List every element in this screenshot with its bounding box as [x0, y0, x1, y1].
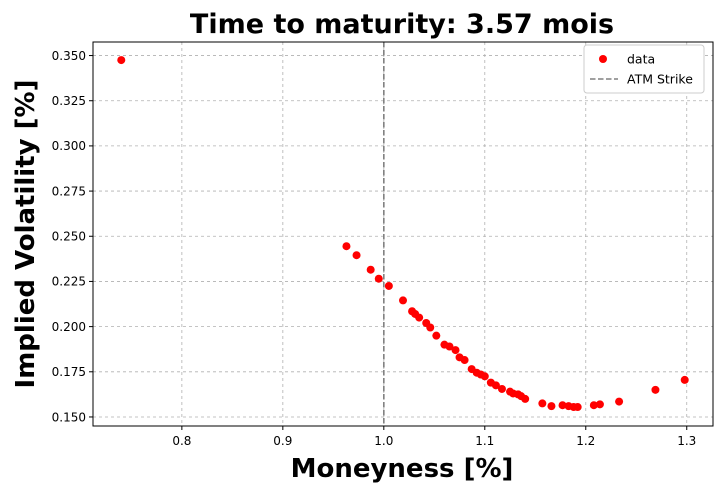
x-axis-label: Moneyness [%] — [291, 454, 514, 484]
data-point — [491, 381, 500, 390]
plot-frame — [92, 41, 714, 427]
data-point — [426, 323, 435, 332]
data-point — [680, 375, 689, 384]
data-point — [451, 346, 460, 355]
y-tick-label: 0.275 — [52, 184, 86, 198]
x-tick-label: 0.8 — [172, 434, 191, 448]
data-point — [366, 265, 375, 274]
legend-marker-data — [599, 55, 607, 63]
y-tick-label: 0.350 — [52, 49, 86, 63]
data-point — [342, 242, 351, 251]
data-point — [399, 296, 407, 305]
scatter-points — [117, 56, 689, 412]
data-point — [589, 401, 598, 410]
y-tick-label: 0.300 — [52, 139, 86, 153]
data-point — [374, 274, 383, 283]
chart-title: Time to maturity: 3.57 mois — [190, 9, 614, 40]
y-tick-label: 0.325 — [52, 94, 86, 108]
y-tick-label: 0.175 — [52, 365, 86, 379]
data-point — [547, 402, 556, 411]
data-point — [595, 400, 604, 409]
x-tick-label: 0.9 — [273, 434, 292, 448]
data-point — [573, 403, 582, 412]
data-point — [651, 385, 660, 394]
data-point — [352, 251, 361, 260]
data-point — [521, 394, 530, 403]
legend: data ATM Strike — [583, 44, 705, 94]
x-tick-label: 1.2 — [576, 434, 595, 448]
data-point — [460, 356, 469, 365]
y-tick-label: 0.250 — [52, 230, 86, 244]
y-axis-label: Implied Volatility [%] — [11, 80, 41, 389]
data-point — [432, 331, 441, 340]
data-point — [415, 313, 424, 322]
legend-label-data: data — [627, 52, 655, 67]
data-point — [445, 342, 454, 351]
x-tick-label: 1.0 — [374, 434, 393, 448]
data-point — [384, 281, 393, 290]
data-point — [558, 401, 567, 410]
y-tick-label: 0.150 — [52, 410, 86, 424]
data-point — [615, 397, 624, 406]
y-tick-label: 0.225 — [52, 275, 86, 289]
data-point — [117, 56, 126, 65]
y-tick-label: 0.200 — [52, 320, 86, 334]
legend-label-atm-strike: ATM Strike — [627, 72, 693, 87]
data-point — [480, 372, 489, 381]
x-tick-label: 1.3 — [677, 434, 696, 448]
legend-box — [583, 44, 705, 94]
data-point — [538, 399, 547, 408]
y-axis-ticks: 0.150 0.175 0.200 0.225 0.250 0.275 0.300 0.325… — [52, 49, 93, 424]
x-axis-ticks: 0.8 0.9 1.0 1.1 1.2 1.3 — [172, 426, 696, 448]
x-tick-label: 1.1 — [475, 434, 494, 448]
data-point — [497, 384, 506, 393]
grid — [93, 42, 713, 426]
